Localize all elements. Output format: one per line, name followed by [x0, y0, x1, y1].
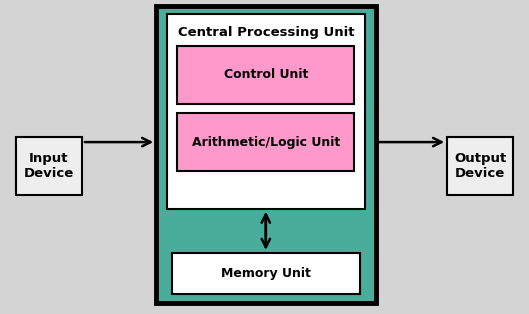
Bar — [447, 137, 513, 195]
Text: Central Processing Unit: Central Processing Unit — [178, 26, 354, 40]
Text: Arithmetic/Logic Unit: Arithmetic/Logic Unit — [191, 136, 340, 149]
Bar — [156, 6, 376, 303]
Bar — [177, 46, 354, 104]
Bar — [167, 14, 365, 209]
Text: Output
Device: Output Device — [454, 152, 506, 180]
Bar — [177, 113, 354, 171]
Bar — [16, 137, 82, 195]
Text: Memory Unit: Memory Unit — [221, 267, 311, 280]
Text: Control Unit: Control Unit — [224, 68, 308, 81]
Bar — [172, 253, 360, 294]
Text: Input
Device: Input Device — [24, 152, 74, 180]
